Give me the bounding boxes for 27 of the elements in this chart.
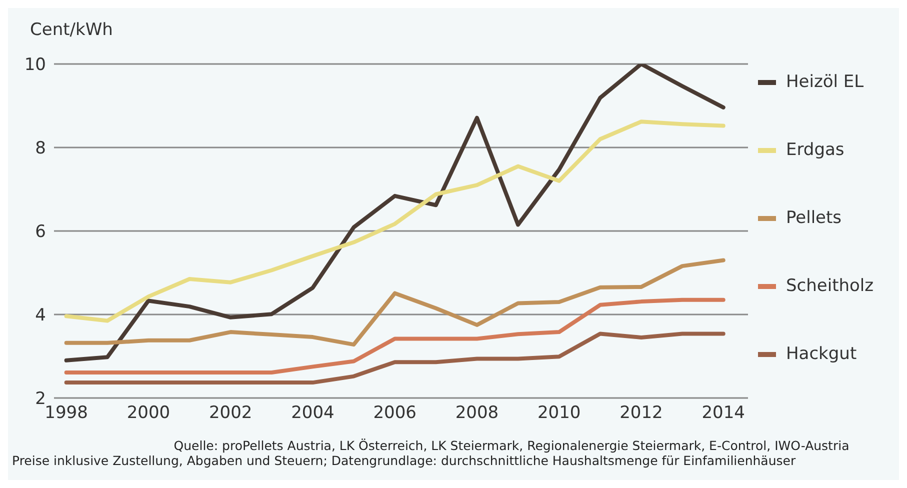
line-series xyxy=(64,64,726,362)
line-series xyxy=(64,332,726,385)
legend-label: Hackgut xyxy=(786,344,857,364)
line-series xyxy=(64,298,726,375)
x-tick-label: 2014 xyxy=(702,403,745,424)
y-axis-title: Cent/kWh xyxy=(30,20,113,40)
x-tick-label: 1998 xyxy=(44,403,88,424)
x-tick-label: 2006 xyxy=(373,403,416,424)
legend-label: Heizöl EL xyxy=(786,72,864,92)
x-tick-label: 2012 xyxy=(620,403,663,424)
x-tick-label: 2000 xyxy=(126,403,170,424)
x-tick-label: 2010 xyxy=(537,403,581,424)
line-series xyxy=(64,120,726,323)
y-tick-label: 4 xyxy=(35,306,46,326)
text: Preise inklusive Zustellung, Abgaben und Steuern; Datengrundlage: durchschnittliche Haushaltsmenge für Einfamilienhäuser xyxy=(11,453,797,468)
legend-label: Erdgas xyxy=(786,140,844,160)
y-tick-label: 6 xyxy=(35,222,46,242)
x-tick-label: 2002 xyxy=(208,403,252,424)
x-tick-label: 2004 xyxy=(291,403,334,424)
legend-label: Pellets xyxy=(786,208,842,228)
y-tick-label: 2 xyxy=(35,389,46,410)
y-tick-label: 10 xyxy=(24,55,46,76)
line-series xyxy=(64,258,726,347)
legend-label: Scheitholz xyxy=(786,276,874,296)
x-tick-label: 2008 xyxy=(455,403,499,424)
y-tick-label: 8 xyxy=(35,138,46,159)
source-note: Quelle: proPellets Austria, LK Österreich, LK Steiermark, Regionalenergie Steiermark, E-Control, IWO-Austria xyxy=(172,438,850,453)
